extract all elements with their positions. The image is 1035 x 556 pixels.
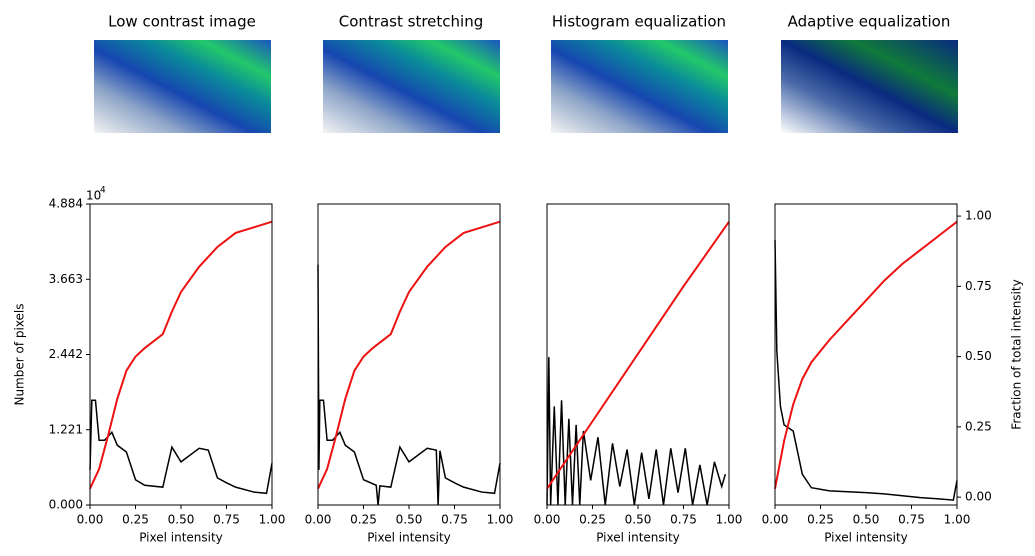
y-offset-exponent: 4 (100, 186, 106, 196)
y2-tick-label: 0.00 (965, 490, 992, 504)
axes-frame (317, 203, 501, 506)
x-tick-label: 0.50 (168, 513, 195, 527)
y-tick-label: 4.884 (49, 197, 83, 211)
image (94, 40, 271, 133)
x-tick-label: 0.00 (534, 513, 561, 527)
y2-tick-label: 0.25 (965, 419, 992, 433)
x-axis-label: Pixel intensity (596, 531, 680, 545)
y2-tick-label: 0.50 (965, 349, 992, 363)
histogram-line (546, 357, 727, 506)
y2-axis-label: Fraction of total intensity (1010, 279, 1024, 429)
x-tick-label: 0.75 (213, 513, 240, 527)
panel-title: Contrast stretching (339, 13, 483, 31)
panel-title: Histogram equalization (552, 13, 726, 31)
x-axis-label: Pixel intensity (367, 531, 451, 545)
x-tick-label: 0.25 (807, 513, 834, 527)
y-tick-label: 2.442 (49, 347, 83, 361)
x-tick-label: 1.00 (259, 513, 286, 527)
x-tick-label: 0.00 (77, 513, 104, 527)
image (781, 40, 958, 133)
x-tick-label: 1.00 (487, 513, 514, 527)
histogram-line (774, 239, 958, 501)
histogram-line (317, 264, 501, 506)
y-axis-label: Number of pixels (13, 303, 27, 405)
x-tick-label: 0.75 (670, 513, 697, 527)
cdf-line (774, 220, 958, 489)
x-tick-label: 0.25 (122, 513, 149, 527)
x-tick-label: 0.25 (579, 513, 606, 527)
x-tick-label: 0.50 (625, 513, 652, 527)
histogram-line (89, 399, 273, 495)
image (551, 40, 728, 133)
x-tick-label: 0.25 (350, 513, 377, 527)
x-tick-label: 0.75 (441, 513, 468, 527)
x-tick-label: 0.50 (853, 513, 880, 527)
axes-frame (774, 203, 958, 506)
y2-tick-label: 0.75 (965, 279, 992, 293)
y2-tick-label: 1.00 (965, 209, 992, 223)
cdf-line (317, 220, 501, 490)
panel-title: Adaptive equalization (788, 13, 951, 31)
x-tick-label: 1.00 (716, 513, 743, 527)
x-axis-label: Pixel intensity (824, 531, 908, 545)
cdf-line (89, 220, 273, 490)
image (323, 40, 500, 133)
axes-frame (89, 203, 273, 506)
cdf-line (546, 221, 730, 490)
y-tick-label: 0.000 (49, 498, 83, 512)
panel-title: Low contrast image (108, 13, 256, 31)
y-offset-base: 10 (86, 189, 101, 203)
x-tick-label: 0.75 (898, 513, 925, 527)
x-tick-label: 1.00 (944, 513, 971, 527)
y-tick-label: 3.663 (49, 272, 83, 286)
x-tick-label: 0.50 (396, 513, 423, 527)
x-tick-label: 0.00 (305, 513, 332, 527)
x-axis-label: Pixel intensity (139, 531, 223, 545)
x-tick-label: 0.00 (762, 513, 789, 527)
y-tick-label: 1.221 (49, 422, 83, 436)
